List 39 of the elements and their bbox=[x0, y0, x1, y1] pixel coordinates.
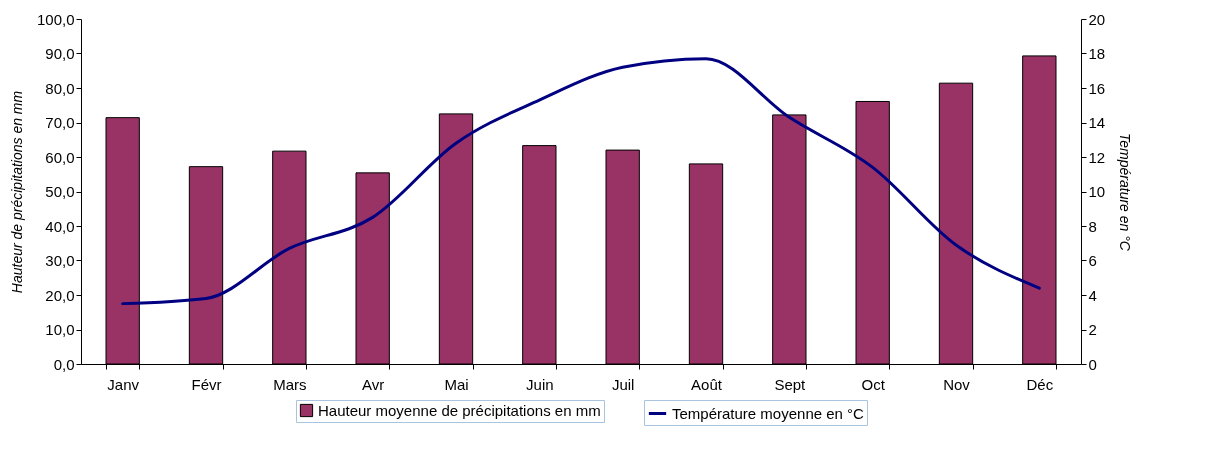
y2-tick-label: 8 bbox=[1088, 217, 1097, 235]
y-tick-label: 60,0 bbox=[45, 148, 75, 166]
y2-tick-label: 10 bbox=[1088, 183, 1106, 200]
y-tick-label: 40,0 bbox=[45, 217, 75, 235]
y2-axis-title: Température en °C bbox=[1117, 133, 1134, 252]
y2-tick-label: 16 bbox=[1088, 79, 1106, 97]
y-tick-label: 100,0 bbox=[36, 10, 75, 28]
y2-tick-label: 6 bbox=[1088, 252, 1097, 269]
x-tick-label: Août bbox=[691, 375, 723, 393]
y2-tick-label: 2 bbox=[1088, 321, 1097, 338]
line-series bbox=[121, 57, 1041, 306]
y-tick-label: 0,0 bbox=[53, 355, 75, 373]
legend-label: Hauteur moyenne de précipitations en mm bbox=[318, 401, 601, 419]
x-tick-label: Nov bbox=[943, 375, 971, 393]
legend-label: Température moyenne en °C bbox=[672, 404, 865, 422]
y-axis-title: Hauteur de précipitations en mm bbox=[8, 90, 25, 294]
y2-tick-label: 0 bbox=[1088, 355, 1097, 373]
x-tick-label: Janv bbox=[107, 375, 140, 393]
x-tick-label: Mars bbox=[273, 375, 307, 393]
y-tick-label: 30,0 bbox=[45, 252, 75, 269]
y-tick-label: 70,0 bbox=[45, 114, 75, 131]
x-tick-label: Avr bbox=[362, 375, 385, 393]
x-tick-label: Oct bbox=[861, 375, 886, 393]
y2-tick-label: 18 bbox=[1088, 45, 1106, 62]
y2-tick-label: 20 bbox=[1088, 10, 1106, 28]
y2-tick-label: 12 bbox=[1088, 148, 1106, 166]
x-tick-label: Juin bbox=[526, 375, 554, 393]
y2-tick-label: 4 bbox=[1088, 286, 1097, 304]
y2-tick-label: 14 bbox=[1088, 114, 1106, 131]
x-tick-label: Févr bbox=[191, 375, 222, 393]
x-tick-label: Mai bbox=[444, 375, 469, 393]
x-tick-label: Sept bbox=[774, 375, 807, 393]
y-tick-label: 50,0 bbox=[45, 183, 75, 200]
x-tick-label: Juil bbox=[611, 375, 635, 393]
y-tick-label: 20,0 bbox=[45, 286, 75, 304]
y-tick-label: 90,0 bbox=[45, 45, 75, 62]
y-tick-label: 80,0 bbox=[45, 79, 75, 97]
x-tick-label: Déc bbox=[1026, 375, 1054, 393]
y-tick-label: 10,0 bbox=[45, 321, 75, 338]
